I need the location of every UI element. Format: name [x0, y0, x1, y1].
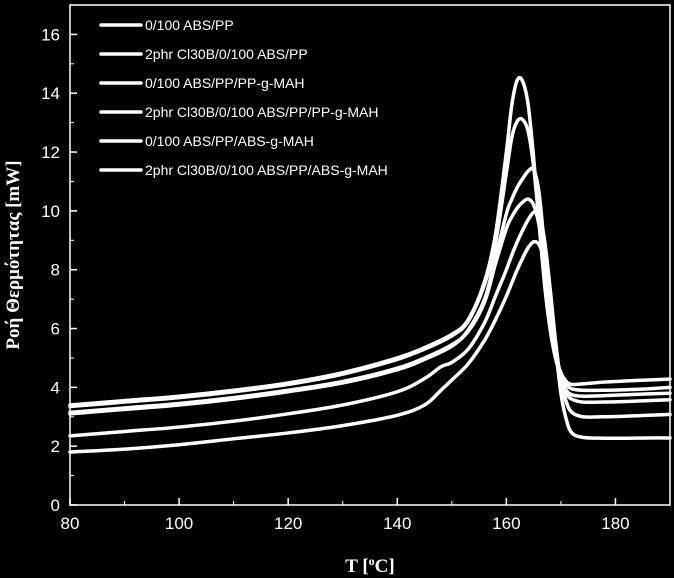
legend-label-5: 0/100 ABS/PP/ABS-g-MAH [145, 133, 314, 149]
legend-label-2: 2phr Cl30B/0/100 ABS/PP [145, 46, 308, 62]
series-line-2 [68, 116, 672, 409]
x-tick-label-100: 100 [165, 514, 193, 533]
legend-label-3: 0/100 ABS/PP/PP-g-MAH [145, 75, 305, 91]
series-line-6 [68, 239, 672, 454]
y-tick-label-2: 2 [51, 437, 60, 456]
legend: 0/100 ABS/PP 2phr Cl30B/0/100 ABS/PP 0/100… [99, 17, 388, 178]
y-tick-label-6: 6 [51, 320, 60, 339]
legend-label-1: 0/100 ABS/PP [145, 17, 234, 33]
y-tick-label-12: 12 [41, 143, 60, 162]
y-axis-title: Ροή Θερμότητας [mW] [3, 160, 24, 349]
x-axis-title: T [oC] [345, 554, 394, 577]
y-tick-label-4: 4 [51, 378, 60, 397]
x-tick-label-160: 160 [492, 514, 520, 533]
axis-ticks: 80 100 120 140 160 180 0 2 4 6 8 10 12 14 16 [41, 25, 630, 533]
y-tick-label-8: 8 [51, 261, 60, 280]
y-tick-label-10: 10 [41, 202, 60, 221]
x-tick-label-180: 180 [601, 514, 629, 533]
series-line-4 [68, 197, 672, 415]
x-axis-title-end: C] [375, 556, 395, 577]
x-axis-title-sup: o [369, 554, 375, 568]
y-tick-label-16: 16 [41, 25, 60, 44]
y-tick-label-14: 14 [41, 84, 60, 103]
x-tick-label-120: 120 [274, 514, 302, 533]
x-tick-label-80: 80 [61, 514, 80, 533]
series-line-5 [68, 209, 672, 438]
x-axis-title-main: T [ [345, 556, 368, 577]
y-tick-label-0: 0 [51, 496, 60, 515]
curves [68, 75, 672, 454]
x-tick-label-140: 140 [383, 514, 411, 533]
legend-label-6: 2phr Cl30B/0/100 ABS/PP/ABS-g-MAH [145, 162, 388, 178]
legend-label-4: 2phr Cl30B/0/100 ABS/PP/PP-g-MAH [145, 104, 378, 120]
